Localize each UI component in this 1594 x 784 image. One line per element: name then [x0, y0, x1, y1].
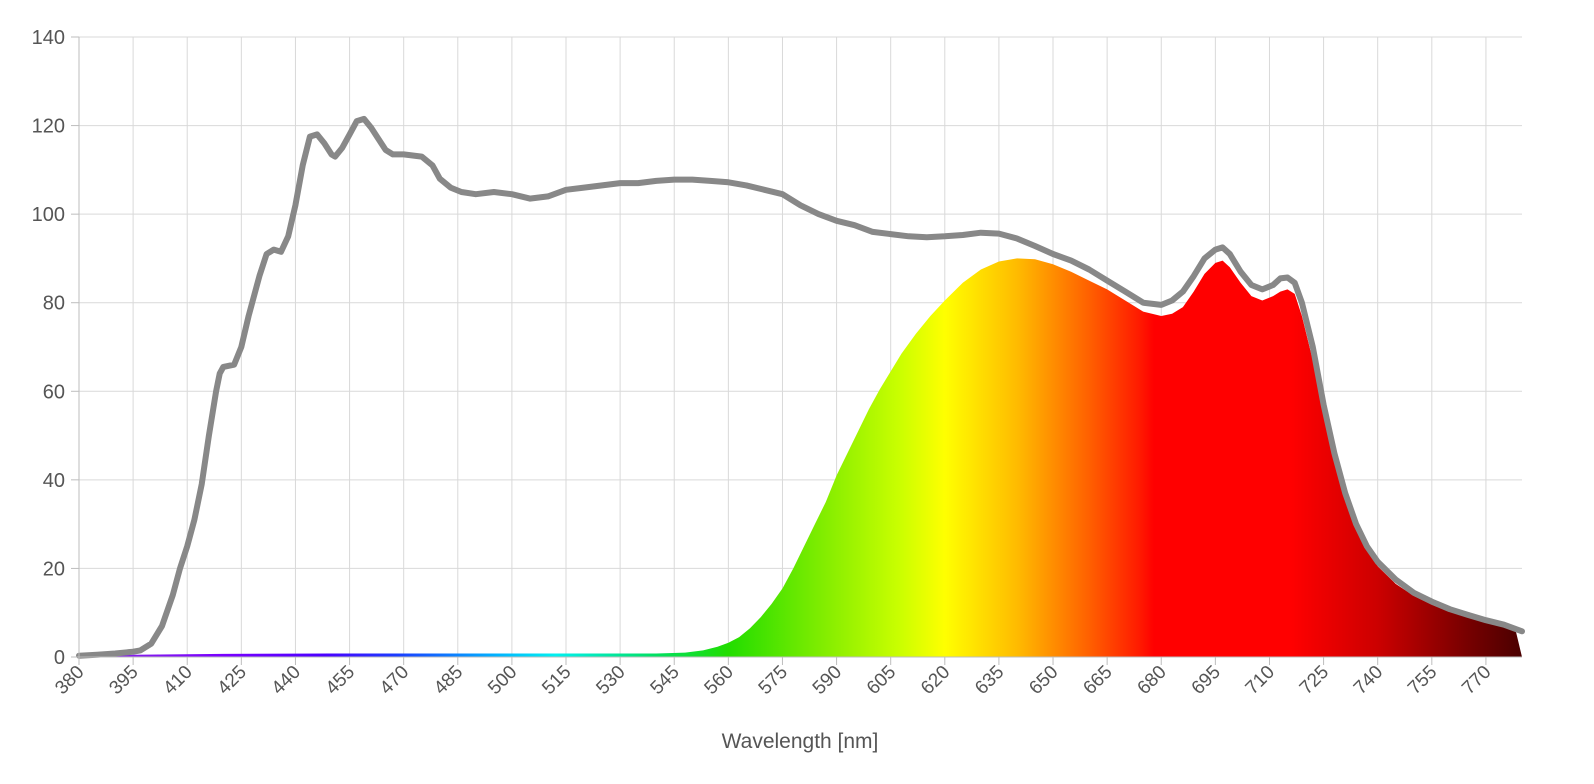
x-axis-label: Wavelength [nm]	[722, 730, 879, 753]
y-tick-label: 80	[43, 293, 65, 315]
spectrum-filled-area	[82, 258, 1523, 657]
x-tick-label: 755	[1404, 662, 1441, 699]
x-tick-label: 560	[701, 662, 738, 699]
x-tick-label: 740	[1350, 662, 1387, 699]
x-tick-label: 515	[538, 662, 575, 699]
spectrum-line-series	[76, 115, 1525, 659]
x-tick-label: 650	[1025, 662, 1062, 699]
x-tick-label: 470	[376, 662, 413, 699]
x-tick-label: 710	[1242, 662, 1279, 699]
x-axis-ticks: 380 395 410 425 440 455 470 485 500 515 530 545 560 5…	[51, 662, 1495, 699]
spectrum-line-layer	[76, 115, 1525, 659]
x-tick-label: 545	[647, 662, 684, 699]
x-tick-label: 530	[592, 662, 629, 699]
x-tick-label: 725	[1296, 662, 1333, 699]
x-tick-label: 575	[755, 662, 792, 699]
y-tick-label: 0	[54, 647, 65, 669]
x-tick-label: 590	[809, 662, 846, 699]
x-tick-label: 440	[268, 662, 305, 699]
x-tick-label: 770	[1458, 662, 1495, 699]
x-tick-label: 500	[484, 662, 521, 699]
x-tick-label: 455	[322, 662, 359, 699]
spectrum-area-layer	[82, 258, 1523, 657]
x-tick-label: 635	[971, 662, 1008, 699]
x-tick-label: 485	[430, 662, 467, 699]
x-tick-label: 695	[1188, 662, 1225, 699]
x-tick-label: 680	[1134, 662, 1171, 699]
y-tick-label: 60	[43, 381, 65, 403]
y-tick-label: 120	[32, 116, 65, 138]
x-tick-label: 425	[214, 662, 251, 699]
y-tick-label: 140	[32, 27, 65, 49]
x-tick-label: 665	[1079, 662, 1116, 699]
y-tick-label: 40	[43, 470, 65, 492]
axes	[71, 36, 1522, 665]
x-tick-label: 410	[159, 662, 196, 699]
x-tick-label: 395	[105, 662, 142, 699]
y-tick-label: 100	[32, 204, 65, 226]
y-tick-label: 20	[43, 558, 65, 580]
x-tick-label: 620	[917, 662, 954, 699]
x-tick-label: 605	[863, 662, 900, 699]
y-axis-ticks: 0 20 40 60 80 100 120 140	[32, 27, 65, 669]
